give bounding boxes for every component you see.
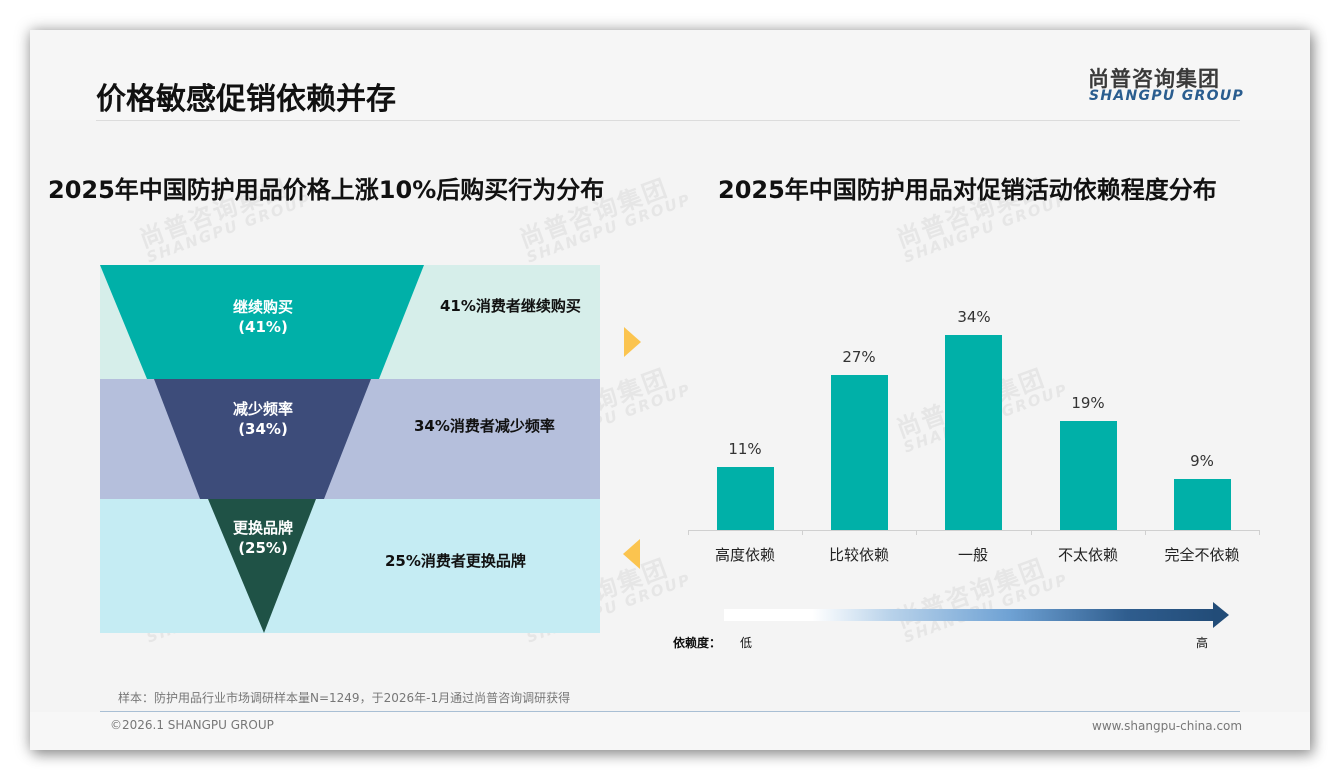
dependence-scale-arrow <box>724 602 1232 628</box>
bar-value: 19% <box>1071 394 1105 412</box>
copyright: ©2026.1 SHANGPU GROUP <box>110 718 274 732</box>
triangle-left-icon <box>623 539 640 569</box>
axis-tick <box>688 530 689 535</box>
funnel-chart: 继续购买 (41%) 减少频率 (34%) 更换品牌 (25%) 41%消费者继续购买… <box>100 265 600 635</box>
bar-value: 11% <box>728 440 762 458</box>
bar-not-dependent <box>1174 479 1231 530</box>
axis-tick <box>802 530 803 535</box>
axis-tick <box>1031 530 1032 535</box>
logo-text-cn: 尚普咨询集团 <box>1088 67 1220 91</box>
scale-low: 低 <box>740 636 753 650</box>
category-label: 完全不依赖 <box>1164 546 1240 564</box>
footer-divider <box>100 711 1240 712</box>
bar-value: 34% <box>957 308 991 326</box>
funnel-annotation-2: 34%消费者减少频率 <box>414 417 555 435</box>
funnel-stage-label-2: 减少频率 (34%) <box>232 400 293 438</box>
bar-not-very-dependent <box>1060 421 1117 530</box>
bar-chart-title: 2025年中国防护用品对促销活动依赖程度分布 <box>718 176 1217 204</box>
funnel-annotation-3: 25%消费者更换品牌 <box>385 552 526 570</box>
footer-band <box>30 712 1310 750</box>
logo-text-en: SHANGPU GROUP <box>1089 88 1245 104</box>
triangle-right-icon <box>624 327 641 357</box>
axis-tick <box>916 530 917 535</box>
bar-chart: 11% 27% 34% 19% 9% 高度依赖 比较依赖 一般 不太依赖 完全不… <box>688 300 1260 570</box>
scale-high: 高 <box>1196 636 1209 650</box>
slide: 价格敏感促销依赖并存 尚普咨询集团 SHANGPU GROUP 尚普咨询集团 SH… <box>30 30 1310 750</box>
funnel-annotation-1: 41%消费者继续购买 <box>440 297 581 315</box>
funnel-chart-title: 2025年中国防护用品价格上涨10%后购买行为分布 <box>48 176 605 204</box>
arrow-right-icon <box>1213 602 1229 628</box>
category-label: 一般 <box>957 546 988 564</box>
bar-fairly-dependent <box>831 375 888 530</box>
sample-note: 样本：防护用品行业市场调研样本量N=1249，于2026年-1月通过尚普咨询调研… <box>118 691 571 705</box>
funnel-stage-1 <box>100 265 424 379</box>
category-label: 高度依赖 <box>714 546 775 564</box>
category-label: 不太依赖 <box>1057 546 1118 564</box>
x-axis <box>688 530 1260 531</box>
category-label: 比较依赖 <box>828 546 889 564</box>
funnel-stage-label-1: 继续购买 (41%) <box>232 298 293 336</box>
funnel-stage-2 <box>154 379 371 499</box>
funnel-stage-3 <box>208 499 316 633</box>
bar-neutral <box>945 335 1002 530</box>
axis-tick <box>1259 530 1260 535</box>
funnel-shapes <box>100 265 424 633</box>
axis-tick <box>1145 530 1146 535</box>
bar-high-dependence <box>717 467 774 530</box>
gradient-bar <box>724 609 1216 621</box>
bar-value: 9% <box>1190 452 1214 470</box>
header-band <box>30 30 1310 120</box>
funnel-stage-label-3: 更换品牌 (25%) <box>232 519 293 557</box>
funnel-band-3 <box>100 499 600 633</box>
page-title: 价格敏感促销依赖并存 <box>96 82 396 117</box>
title-divider <box>96 120 1240 121</box>
bar-value: 27% <box>842 348 876 366</box>
website-link[interactable]: www.shangpu-china.com <box>1092 719 1243 733</box>
scale-label: 依赖度： <box>673 636 722 650</box>
